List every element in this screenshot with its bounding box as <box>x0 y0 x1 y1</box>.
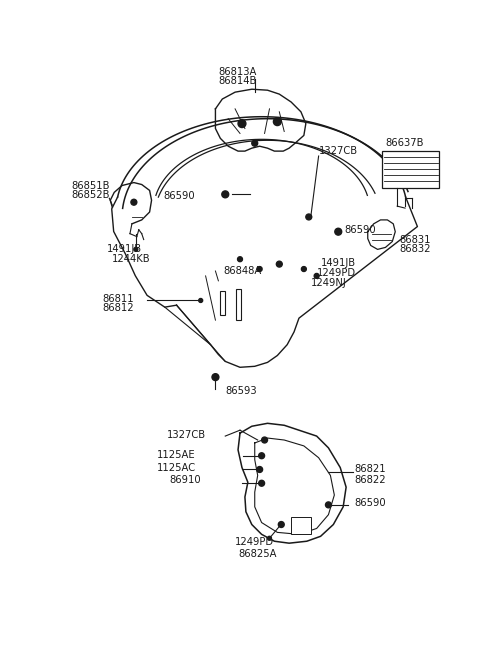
Text: 1125AC: 1125AC <box>156 462 196 472</box>
Text: 1244KB: 1244KB <box>112 254 151 264</box>
Circle shape <box>314 273 319 278</box>
Text: 86593: 86593 <box>225 386 257 396</box>
Circle shape <box>278 521 284 527</box>
Circle shape <box>222 191 228 198</box>
Text: 1491JB: 1491JB <box>321 258 356 268</box>
Circle shape <box>238 120 246 128</box>
Circle shape <box>259 453 264 458</box>
Circle shape <box>212 374 219 381</box>
Text: 86637B: 86637B <box>385 138 424 148</box>
Circle shape <box>131 199 137 205</box>
Text: 1327CB: 1327CB <box>168 430 206 440</box>
Circle shape <box>335 228 342 235</box>
Circle shape <box>257 267 262 271</box>
Circle shape <box>199 299 203 303</box>
Text: 86832: 86832 <box>399 244 431 254</box>
Text: 86813A: 86813A <box>219 67 257 77</box>
Text: 86822: 86822 <box>354 476 385 485</box>
Polygon shape <box>236 289 241 320</box>
Text: 86590: 86590 <box>163 191 195 201</box>
Text: 1249PD: 1249PD <box>235 537 274 547</box>
Circle shape <box>252 140 258 146</box>
Text: 86852B: 86852B <box>71 191 109 200</box>
Circle shape <box>238 257 242 261</box>
Text: 86851B: 86851B <box>71 181 109 191</box>
Text: 86814B: 86814B <box>219 77 257 86</box>
Polygon shape <box>220 291 225 315</box>
Bar <box>291 517 311 534</box>
Text: 86590: 86590 <box>344 225 376 234</box>
Text: 1491JB: 1491JB <box>108 244 143 254</box>
Circle shape <box>325 502 331 508</box>
Circle shape <box>134 248 138 252</box>
Text: 1249NJ: 1249NJ <box>311 278 347 288</box>
Circle shape <box>276 261 282 267</box>
Circle shape <box>301 267 306 271</box>
Circle shape <box>306 214 312 220</box>
Circle shape <box>257 466 263 472</box>
Text: 1125AE: 1125AE <box>156 450 195 460</box>
Text: 86848A: 86848A <box>223 266 262 276</box>
Text: 1327CB: 1327CB <box>319 146 358 156</box>
Text: 86831: 86831 <box>399 234 431 244</box>
Text: 86910: 86910 <box>169 476 201 485</box>
Text: 86811: 86811 <box>102 293 134 303</box>
Bar <box>383 151 440 189</box>
Text: 1249PD: 1249PD <box>317 268 356 278</box>
Text: 86821: 86821 <box>354 464 385 474</box>
Circle shape <box>267 536 272 540</box>
Text: 86825A: 86825A <box>239 549 277 559</box>
Text: 86590: 86590 <box>354 498 385 508</box>
Circle shape <box>259 480 264 486</box>
Circle shape <box>274 118 281 126</box>
Text: 86812: 86812 <box>102 303 134 313</box>
Circle shape <box>262 437 267 443</box>
